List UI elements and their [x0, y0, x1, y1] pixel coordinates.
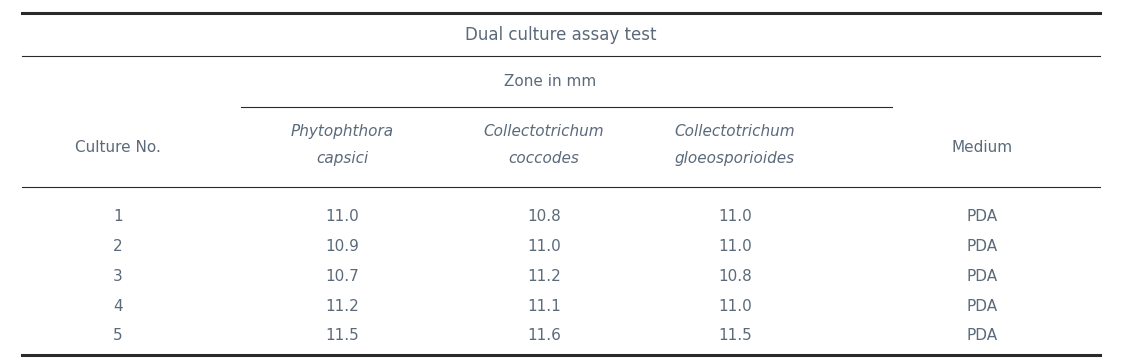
Text: coccodes: coccodes — [508, 151, 580, 166]
Text: 10.8: 10.8 — [718, 269, 752, 284]
Text: 11.5: 11.5 — [325, 328, 359, 344]
Text: 5: 5 — [113, 328, 122, 344]
Text: Culture No.: Culture No. — [75, 140, 160, 155]
Text: gloeosporioides: gloeosporioides — [674, 151, 795, 166]
Text: 10.9: 10.9 — [325, 239, 359, 254]
Text: 10.7: 10.7 — [325, 269, 359, 284]
Text: 10.8: 10.8 — [527, 209, 561, 224]
Text: 1: 1 — [113, 209, 122, 224]
Text: Zone in mm: Zone in mm — [504, 74, 596, 90]
Text: 11.0: 11.0 — [718, 298, 752, 314]
Text: Dual culture assay test: Dual culture assay test — [466, 25, 656, 44]
Text: Phytophthora: Phytophthora — [291, 123, 394, 139]
Text: 11.0: 11.0 — [718, 239, 752, 254]
Text: 4: 4 — [113, 298, 122, 314]
Text: 11.6: 11.6 — [527, 328, 561, 344]
Text: 11.0: 11.0 — [325, 209, 359, 224]
Text: 2: 2 — [113, 239, 122, 254]
Text: PDA: PDA — [966, 298, 997, 314]
Text: Medium: Medium — [951, 140, 1012, 155]
Text: 11.2: 11.2 — [325, 298, 359, 314]
Text: 11.1: 11.1 — [527, 298, 561, 314]
Text: 11.5: 11.5 — [718, 328, 752, 344]
Text: PDA: PDA — [966, 269, 997, 284]
Text: PDA: PDA — [966, 209, 997, 224]
Text: Collectotrichum: Collectotrichum — [674, 123, 795, 139]
Text: 11.0: 11.0 — [527, 239, 561, 254]
Text: 11.0: 11.0 — [718, 209, 752, 224]
Text: 11.2: 11.2 — [527, 269, 561, 284]
Text: capsici: capsici — [316, 151, 368, 166]
Text: 3: 3 — [113, 269, 122, 284]
Text: PDA: PDA — [966, 239, 997, 254]
Text: Collectotrichum: Collectotrichum — [484, 123, 605, 139]
Text: PDA: PDA — [966, 328, 997, 344]
